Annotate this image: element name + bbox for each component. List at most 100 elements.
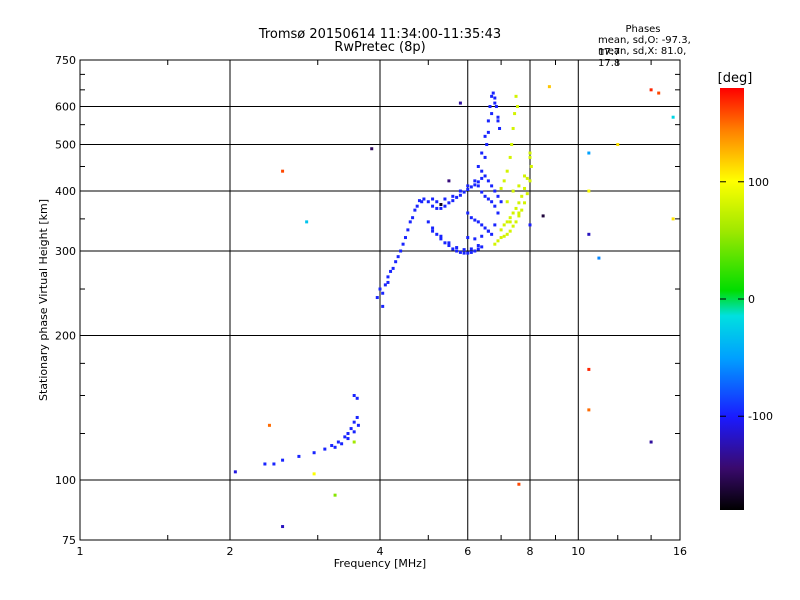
echo-point: [499, 228, 503, 232]
echo-point: [391, 266, 395, 270]
phases-o-mode-stats: mean, sd,O: -97.3, 17.7: [598, 35, 691, 58]
echo-point: [473, 249, 477, 253]
echo-point: [483, 174, 487, 178]
colorbar-tick-label: 0: [748, 293, 755, 306]
echo-point: [494, 105, 498, 109]
y-tick-label: 200: [55, 330, 76, 343]
echo-point: [381, 291, 385, 295]
y-tick-label: 400: [55, 185, 76, 198]
echo-point: [312, 451, 316, 455]
echo-point: [496, 239, 500, 243]
echo-point: [486, 197, 490, 201]
echo-point: [473, 179, 477, 183]
echo-point: [403, 236, 407, 240]
echo-point: [333, 445, 337, 449]
echo-point: [233, 470, 237, 474]
echo-point: [520, 194, 524, 198]
echo-point: [490, 200, 494, 204]
echo-point: [466, 184, 470, 188]
echo-point: [490, 184, 494, 188]
echo-point: [528, 179, 532, 183]
echo-point: [297, 454, 301, 458]
echo-point: [435, 200, 439, 204]
echo-point: [671, 115, 675, 119]
echo-point: [458, 189, 462, 193]
echo-point: [473, 218, 477, 222]
echo-point: [349, 427, 353, 431]
echo-point: [597, 256, 601, 260]
echo-point: [528, 155, 532, 159]
echo-point: [508, 216, 512, 220]
echo-point: [587, 232, 591, 236]
echo-point: [352, 440, 356, 444]
echo-point: [493, 242, 497, 246]
colorbar-tick-label: -100: [748, 410, 773, 423]
x-tick-label: 10: [571, 545, 585, 558]
x-tick-label: 16: [673, 545, 687, 558]
echo-point: [469, 250, 473, 254]
echo-point: [439, 237, 443, 241]
echo-point: [435, 206, 439, 210]
echo-point: [502, 223, 506, 227]
echo-point: [505, 232, 509, 236]
echo-point: [466, 236, 470, 240]
echo-point: [346, 432, 350, 436]
echo-point: [525, 192, 529, 196]
y-tick-label: 100: [55, 474, 76, 487]
echo-point: [383, 283, 387, 287]
echo-point: [517, 214, 521, 218]
echo-point: [508, 220, 512, 224]
echo-point: [476, 220, 480, 224]
echo-point: [439, 202, 443, 206]
echo-point: [517, 211, 521, 215]
echo-point: [490, 112, 494, 116]
echo-point: [486, 229, 490, 233]
echo-point: [547, 85, 551, 89]
echo-point: [355, 415, 359, 419]
echo-point: [671, 217, 675, 221]
echo-point: [272, 462, 276, 466]
echo-point: [587, 367, 591, 371]
echo-point: [499, 186, 503, 190]
echo-point: [483, 194, 487, 198]
echo-point: [340, 442, 344, 446]
echo-point: [480, 223, 484, 227]
echo-point: [486, 179, 490, 183]
echo-point: [523, 201, 527, 205]
echo-point: [505, 220, 509, 224]
echo-point: [480, 169, 484, 173]
echo-point: [455, 249, 459, 253]
echo-point: [451, 199, 455, 203]
echo-point: [480, 234, 484, 238]
echo-point: [462, 190, 466, 194]
echo-point: [375, 296, 379, 300]
colorbar-ticks: 100 0 -100: [720, 176, 773, 423]
echo-point: [493, 189, 497, 193]
echo-point: [401, 242, 405, 246]
echo-point: [469, 216, 473, 220]
echo-point: [523, 186, 527, 190]
echo-point: [657, 91, 661, 95]
echo-point: [462, 251, 466, 255]
echo-point: [498, 126, 502, 130]
phases-heading: Phases: [625, 24, 661, 35]
echo-point: [490, 94, 494, 98]
echo-point: [330, 444, 334, 448]
colorbar-tick-label: 100: [748, 176, 769, 189]
phases-x-mode-stats: mean, sd,X: 81.0, 17.8: [598, 46, 687, 69]
echo-point: [496, 211, 500, 215]
echo-point: [515, 105, 519, 109]
x-tick-label: 2: [227, 545, 234, 558]
echo-point: [466, 251, 470, 255]
echo-point: [514, 94, 518, 98]
echo-point: [502, 234, 506, 238]
echo-point: [517, 482, 521, 486]
echo-point: [493, 101, 497, 105]
echo-point: [399, 249, 403, 253]
echo-point: [281, 169, 285, 173]
echo-point: [528, 151, 532, 155]
echo-point: [513, 112, 517, 116]
echo-point: [443, 197, 447, 201]
echo-point: [649, 88, 653, 92]
echo-point: [411, 216, 415, 220]
